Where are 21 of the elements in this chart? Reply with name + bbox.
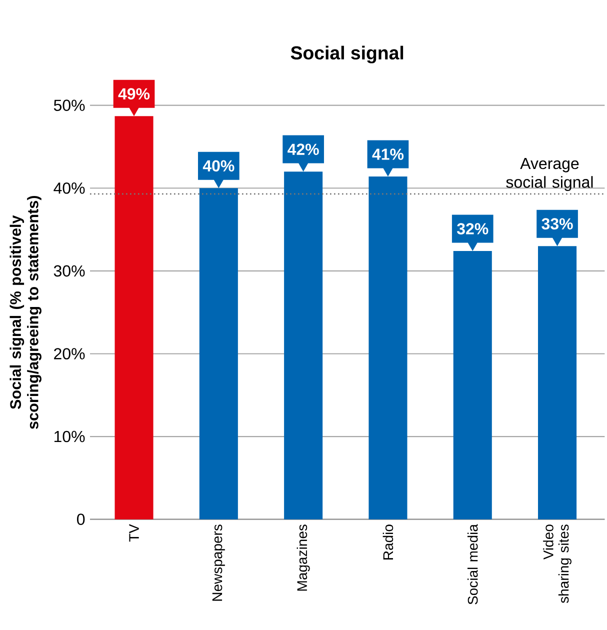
x-tick-label: Newspapers [212,524,225,601]
y-axis-title: Social signal (% positively scoring/agreeing to statements) [10,196,42,429]
x-tick-label: Radio [382,524,394,560]
y-tick-label: 20% [54,348,85,360]
x-tick-label: TV [129,524,139,542]
data-label: 33% [542,218,573,230]
data-label: 42% [288,144,319,155]
data-label: 49% [118,88,150,100]
y-tick-label: 50% [54,100,85,111]
data-label: 40% [202,160,234,172]
ref-line-label: Average social signal [506,158,593,191]
chart-title: Social signal [290,46,404,64]
data-label: 41% [372,148,404,160]
x-tick-label: Video sharing sites [543,524,572,604]
y-tick-label: 30% [54,265,85,277]
data-label: 32% [456,223,488,234]
y-tick-label: 0 [77,514,85,525]
x-tick-label: Magazines [296,524,310,591]
y-tick-label: 40% [54,182,85,194]
x-tick-label: Social media [467,524,478,604]
y-tick-label: 10% [54,430,85,442]
